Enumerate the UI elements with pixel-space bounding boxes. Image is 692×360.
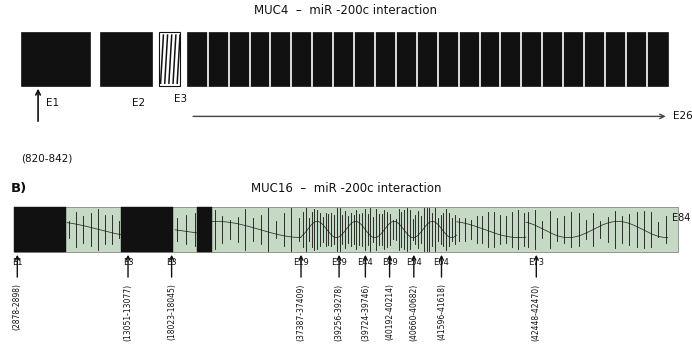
Text: E26: E26 bbox=[673, 111, 692, 121]
Text: E1: E1 bbox=[12, 258, 23, 267]
Text: (42448-42470): (42448-42470) bbox=[531, 284, 541, 341]
Text: (37387-37409): (37387-37409) bbox=[296, 284, 306, 341]
Text: B): B) bbox=[10, 182, 26, 195]
Text: E3: E3 bbox=[122, 258, 134, 267]
Text: E73: E73 bbox=[528, 258, 545, 267]
Text: (40192-40214): (40192-40214) bbox=[385, 284, 394, 341]
Text: MUC16  –  miR -200c interaction: MUC16 – miR -200c interaction bbox=[251, 182, 441, 195]
Text: E64: E64 bbox=[434, 258, 449, 267]
Text: E49: E49 bbox=[382, 258, 397, 267]
Bar bbox=[187, 32, 668, 86]
Bar bbox=[21, 32, 90, 86]
Text: (39724-39746): (39724-39746) bbox=[361, 284, 370, 341]
Text: E2: E2 bbox=[132, 98, 145, 108]
Bar bbox=[100, 32, 152, 86]
Bar bbox=[14, 207, 66, 252]
Text: (13051-13077): (13051-13077) bbox=[123, 284, 133, 341]
Text: E1: E1 bbox=[46, 98, 60, 108]
Text: E39: E39 bbox=[331, 258, 347, 267]
Text: E54: E54 bbox=[406, 258, 421, 267]
Text: E84: E84 bbox=[672, 213, 691, 223]
Text: (18023-18045): (18023-18045) bbox=[167, 284, 176, 340]
Text: MUC4  –  miR -200c interaction: MUC4 – miR -200c interaction bbox=[255, 4, 437, 17]
Bar bbox=[121, 207, 173, 252]
Text: (39256-39278): (39256-39278) bbox=[334, 284, 344, 341]
Text: E19: E19 bbox=[293, 258, 309, 267]
Text: (41596-41618): (41596-41618) bbox=[437, 284, 446, 341]
Bar bbox=[159, 32, 180, 86]
Text: E3: E3 bbox=[166, 258, 177, 267]
Bar bbox=[14, 207, 678, 252]
Text: E44: E44 bbox=[358, 258, 373, 267]
Bar bbox=[197, 207, 212, 252]
Text: (2878-2898): (2878-2898) bbox=[12, 284, 22, 330]
Text: E3: E3 bbox=[174, 94, 187, 104]
Text: (820-842): (820-842) bbox=[21, 153, 72, 163]
Text: (40660-40682): (40660-40682) bbox=[409, 284, 419, 341]
